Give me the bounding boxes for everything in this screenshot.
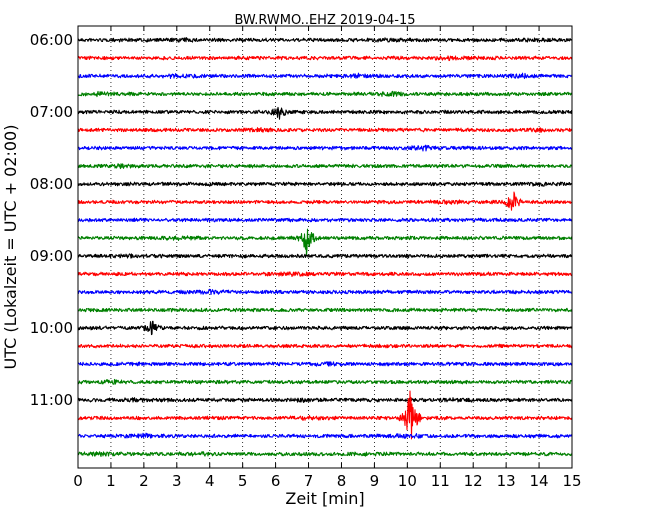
trace-1015 [77, 343, 573, 349]
trace-1130 [77, 432, 573, 439]
y-tick-label: 09:00 [30, 247, 73, 265]
x-tick-label: 14 [530, 472, 549, 490]
trace-0630 [77, 72, 573, 80]
trace-0845 [77, 228, 573, 256]
y-tick-label: 10:00 [30, 319, 73, 337]
trace-0600 [77, 37, 573, 43]
trace-0945 [77, 307, 573, 313]
y-tick-label: 11:00 [30, 391, 73, 409]
trace-1115 [77, 390, 573, 440]
plot-frame [77, 25, 573, 469]
trace-1100 [77, 397, 573, 403]
tick-labels: 0 1 2 3 4 5 6 7 8 9 10 11 12 13 14 1506:0007:0008:0009:… [30, 31, 582, 490]
y-tick-label: 06:00 [30, 31, 73, 49]
x-tick-label: 13 [497, 472, 516, 490]
y-tick-label: 07:00 [30, 103, 73, 121]
trace-1045 [77, 378, 573, 385]
x-tick-label: 0 [73, 472, 83, 490]
seismogram-traces [77, 37, 573, 458]
trace-0815 [77, 191, 573, 211]
trace-0745 [77, 163, 573, 170]
trace-0715 [77, 126, 573, 134]
x-tick-label: 9 [370, 472, 380, 490]
x-tick-label: 10 [398, 472, 417, 490]
x-tick-label: 11 [431, 472, 450, 490]
trace-0930 [77, 288, 573, 296]
trace-0915 [77, 271, 573, 278]
trace-0615 [77, 55, 573, 62]
y-tick-label: 08:00 [30, 175, 73, 193]
trace-0730 [77, 144, 573, 152]
x-tick-label: 2 [139, 472, 149, 490]
x-tick-label: 7 [304, 472, 314, 490]
trace-1145 [77, 451, 573, 458]
x-tick-label: 12 [464, 472, 483, 490]
vertical-grid-lines [110, 26, 540, 468]
x-tick-label: 8 [337, 472, 347, 490]
x-tick-label: 1 [106, 472, 116, 490]
x-axis-label: Zeit [min] [285, 489, 364, 508]
y-axis-label: UTC (Lokalzeit = UTC + 02:00) [1, 125, 20, 370]
trace-1030 [77, 361, 573, 367]
trace-0830 [77, 217, 573, 223]
trace-0800 [77, 181, 573, 187]
x-tick-label: 6 [271, 472, 281, 490]
x-tick-label: 3 [172, 472, 182, 490]
trace-1000 [77, 320, 573, 336]
chart-title: BW.RWMO..EHZ 2019-04-15 [234, 13, 415, 28]
x-tick-label: 5 [238, 472, 248, 490]
trace-0645 [77, 90, 573, 98]
trace-0700 [77, 106, 573, 120]
x-tick-label: 4 [205, 472, 215, 490]
axis-ticks [77, 26, 573, 468]
trace-0900 [77, 253, 573, 259]
x-tick-label: 15 [562, 472, 581, 490]
